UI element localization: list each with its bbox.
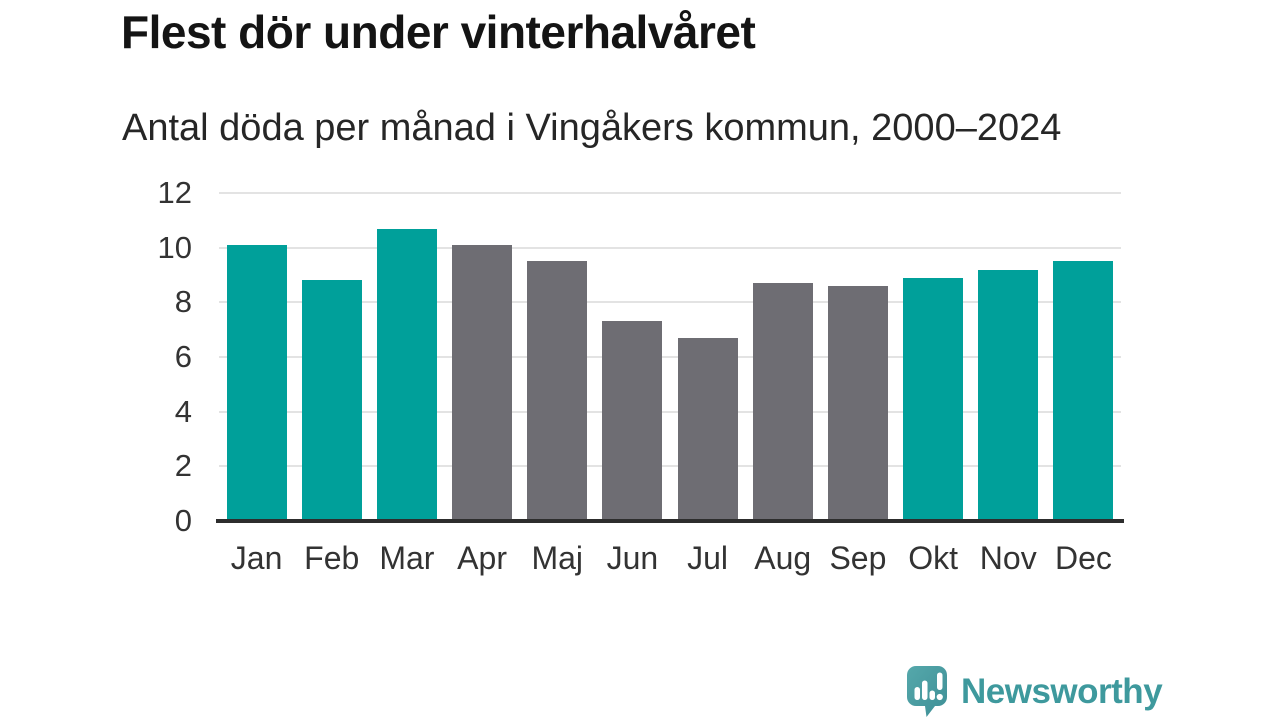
ytick-label-4: 4 — [174, 393, 192, 429]
xtick-label-okt: Okt — [908, 540, 958, 576]
xtick-label-feb: Feb — [304, 540, 360, 576]
bar-okt — [903, 277, 964, 521]
chart-subtitle: Antal döda per månad i Vingåkers kommun,… — [122, 107, 1062, 149]
ytick-label-8: 8 — [174, 284, 192, 320]
gridline-y-4 — [219, 410, 1121, 413]
xtick-label-dec: Dec — [1054, 540, 1112, 576]
x-axis-line — [216, 519, 1124, 523]
xtick-label-jul: Jul — [687, 540, 729, 576]
bar-nov — [978, 269, 1039, 521]
bar-sep — [827, 285, 888, 521]
gridline-y-10 — [219, 246, 1121, 249]
ytick-label-0: 0 — [174, 503, 192, 538]
bar-apr — [452, 244, 513, 521]
bar-jan — [226, 244, 287, 521]
logo-text: Newsworthy — [961, 672, 1163, 711]
xtick-label-maj: Maj — [531, 540, 584, 576]
xtick-label-aug: Aug — [754, 540, 812, 576]
mini-bar-2 — [922, 680, 928, 700]
ytick-label-6: 6 — [174, 339, 192, 374]
gridline-y-2 — [219, 465, 1121, 468]
bar-jul — [677, 337, 738, 521]
exclamation-dot — [936, 693, 943, 701]
xtick-label-mar: Mar — [379, 540, 435, 576]
xtick-label-jun: Jun — [606, 540, 659, 576]
chart-title: Flest dör under vinterhalvåret — [121, 6, 756, 58]
newsworthy-chart-bubble-icon — [907, 666, 947, 717]
bar-dec — [1053, 261, 1114, 521]
xtick-label-apr: Apr — [457, 540, 507, 576]
plot-area: Jan Feb Mar Apr Maj Jun Jul Aug Sep Okt Nov Dec — [216, 192, 1124, 576]
xtick-label-jan: Jan — [230, 540, 283, 576]
mini-bar-1 — [914, 687, 920, 700]
ytick-label-10: 10 — [157, 229, 192, 265]
ytick-label-12: 12 — [157, 175, 192, 210]
mini-bar-3 — [929, 690, 935, 700]
ytick-label-2: 2 — [174, 448, 192, 484]
xtick-label-sep: Sep — [829, 540, 887, 576]
xtick-label-nov: Nov — [979, 540, 1037, 576]
bar-feb — [301, 280, 362, 521]
gridline-y-12 — [219, 192, 1121, 194]
bar-jun — [602, 321, 663, 521]
newsworthy-logo: Newsworthy — [905, 664, 1163, 720]
gridline-y-8 — [219, 301, 1121, 304]
bar-maj — [527, 261, 588, 521]
exclamation-stem — [937, 672, 943, 690]
bar-mar — [376, 228, 437, 521]
gridline-y-6 — [219, 356, 1121, 358]
bar-aug — [752, 283, 813, 521]
